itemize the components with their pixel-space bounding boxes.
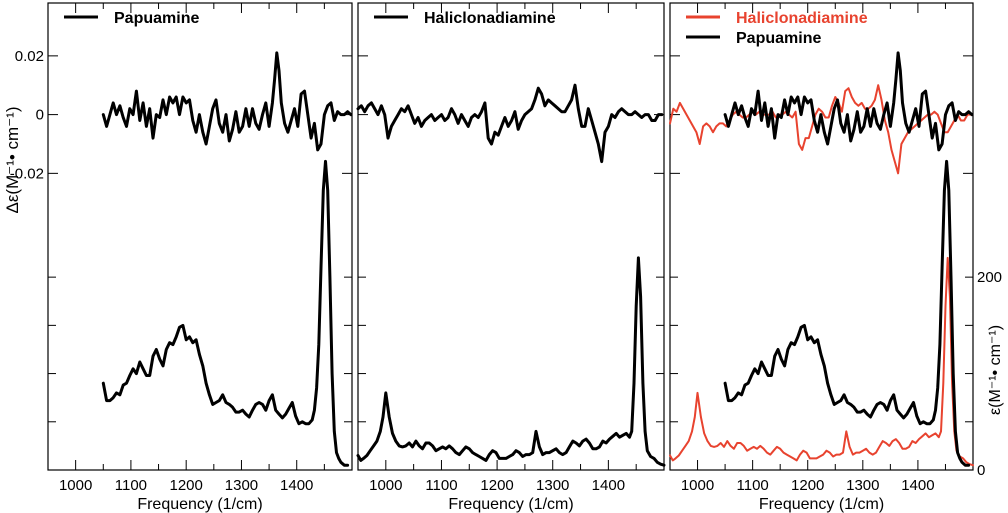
- x-tick-label: 1300: [846, 477, 879, 494]
- x-axis-label: Frequency (1/cm): [137, 496, 262, 513]
- series-line-papuamine-ir: [723, 159, 971, 467]
- y-tick-label: 0: [977, 462, 985, 479]
- series-line-papuamine-vcd: [101, 51, 353, 152]
- x-tick-label: 1000: [59, 477, 92, 494]
- x-tick-label: 1000: [369, 477, 402, 494]
- plot-frame: [669, 2, 974, 471]
- x-tick-label: 1200: [169, 477, 202, 494]
- x-tick-label: 1300: [536, 477, 569, 494]
- y-tick-label: -0.02: [10, 165, 44, 182]
- legend-label: Haliclonadiamine: [424, 10, 556, 27]
- x-tick-label: 1200: [791, 477, 824, 494]
- x-tick-label: 1400: [280, 477, 313, 494]
- right-y-axis-label: ε(M⁻¹• cm⁻¹): [987, 325, 1004, 415]
- series-line-papuamine-vcd: [723, 51, 974, 152]
- x-tick-label: 1200: [480, 477, 513, 494]
- plot-frame: [357, 2, 665, 471]
- chart-panel-1: 1000 1100 1200 1300 1400 Frequency (1/cm) 0.02…: [10, 2, 353, 513]
- series-line-haliclonadiamine-ir: [669, 256, 974, 467]
- left-y-axis-label: Δε(M⁻¹• cm⁻¹): [3, 106, 22, 213]
- chart-panel-2: 1000 1100 1200 1300 1400 Frequency (1/cm) Hali…: [356, 2, 666, 513]
- panels: 1000 1100 1200 1300 1400 Frequency (1/cm) 0.02…: [10, 2, 1004, 513]
- x-tick-label: 1100: [737, 477, 769, 494]
- legend-label: Papuamine: [114, 10, 199, 27]
- x-tick-label: 1100: [425, 477, 457, 494]
- x-tick-label: 1000: [681, 477, 714, 494]
- plot-frame: [47, 2, 353, 471]
- y-tick-label: 0.02: [15, 48, 44, 65]
- x-tick-label: 1300: [225, 477, 258, 494]
- legend-label: Haliclonadiamine: [736, 10, 868, 27]
- x-tick-label: 1100: [115, 477, 147, 494]
- series-line-papuamine-ir: [101, 159, 350, 467]
- y-tick-label: 200: [977, 269, 1002, 286]
- legend-label: Papuamine: [736, 30, 821, 47]
- x-axis-label: Frequency (1/cm): [448, 496, 573, 513]
- y-tick-label: 0: [36, 107, 44, 124]
- chart-panel-3: 1000 1100 1200 1300 1400 Frequency (1/cm) 0 200…: [669, 2, 1004, 513]
- series-line-haliclonadiamine-vcd: [356, 83, 664, 164]
- series-line-haliclonadiamine-ir: [356, 256, 666, 467]
- x-tick-label: 1400: [592, 477, 625, 494]
- x-tick-label: 1400: [901, 477, 934, 494]
- x-axis-label: Frequency (1/cm): [759, 496, 884, 513]
